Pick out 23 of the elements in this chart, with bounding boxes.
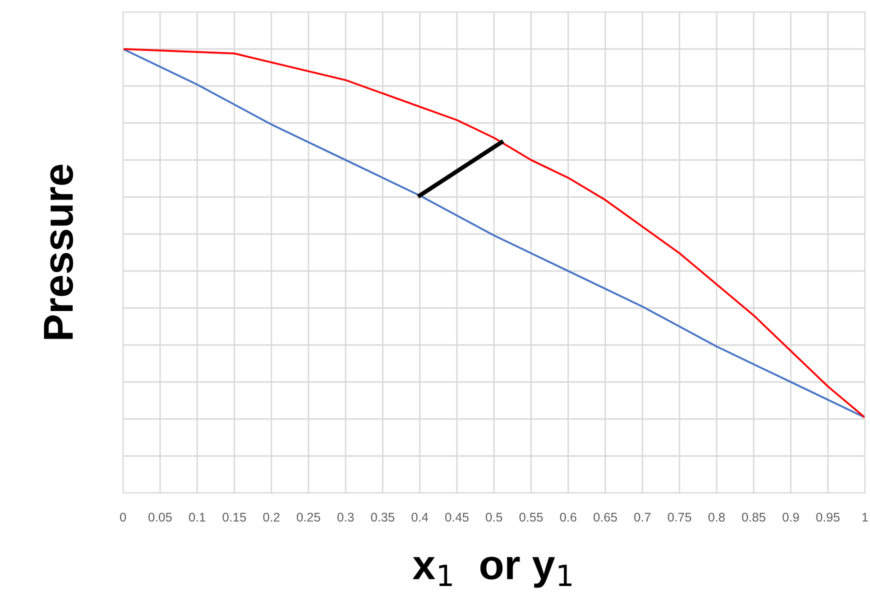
x-axis-title: x$_{1}$ or y$_{1}$ [412, 556, 572, 588]
x-tick-label: 0.45 [445, 512, 469, 522]
x-tick-label: 1 [862, 512, 868, 522]
x-tick-label: 0.6 [560, 512, 576, 522]
x-tick-label: 0.55 [519, 512, 543, 522]
x-tick-label: 0.1 [189, 512, 206, 522]
x-tick-label: 0.3 [337, 512, 354, 522]
x-tick-label: 0.95 [816, 512, 840, 522]
x-tick-label: 0.2 [263, 512, 280, 522]
x-tick-label: 0.9 [782, 512, 799, 522]
x-tick-label: 0 [120, 512, 126, 522]
x-tick-label: 0.05 [148, 512, 172, 522]
x-tick-label: 0.85 [742, 512, 766, 522]
x-tick-label: 0.75 [668, 512, 692, 522]
x-tick-label: 0.35 [371, 512, 394, 522]
x-tick-label: 0.15 [222, 512, 246, 522]
x-tick-label: 0.8 [708, 512, 725, 522]
x-tick-label: 0.7 [634, 512, 650, 522]
x-tick-label: 0.25 [296, 512, 320, 522]
x-tick-label: 0.4 [412, 512, 428, 522]
y-axis-title: Pressure [44, 164, 74, 339]
x-tick-label: 0.5 [486, 512, 502, 522]
x-tick-label: 0.65 [594, 512, 617, 522]
